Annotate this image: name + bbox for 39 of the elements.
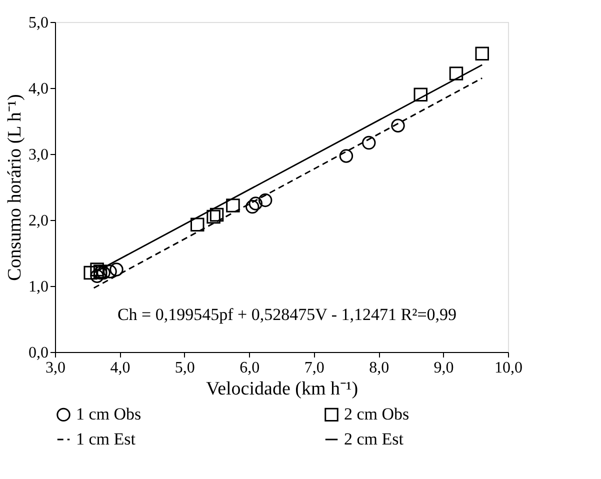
x-axis-title: Velocidade (km h⁻¹) bbox=[206, 378, 358, 400]
point bbox=[226, 198, 240, 212]
point bbox=[84, 266, 98, 280]
legend-label: 1 cm Est bbox=[76, 430, 136, 448]
y-tick-label: 1,0 bbox=[28, 278, 48, 296]
legend-label: 2 cm Est bbox=[344, 430, 404, 448]
x-tick-label: 9,0 bbox=[434, 360, 454, 376]
x-tick-label: 5,0 bbox=[174, 360, 195, 376]
x-tick-label: 3,0 bbox=[46, 360, 66, 376]
y-tick-label: 4,0 bbox=[28, 80, 48, 98]
point bbox=[210, 208, 224, 222]
point bbox=[449, 66, 464, 80]
point bbox=[90, 262, 104, 276]
x-tick-label: 10,0 bbox=[494, 360, 522, 376]
legend-label: 2 cm Obs bbox=[344, 404, 410, 424]
point bbox=[248, 196, 262, 210]
point bbox=[190, 218, 204, 232]
y-tick-label: 0,0 bbox=[28, 344, 48, 362]
point bbox=[246, 200, 260, 214]
y-tick-label: 5,0 bbox=[28, 14, 48, 32]
point bbox=[90, 269, 104, 283]
point bbox=[391, 118, 405, 132]
legend-label: 1 cm Obs bbox=[76, 404, 142, 424]
y-tick-label: 3,0 bbox=[28, 146, 48, 164]
point bbox=[258, 193, 272, 208]
point bbox=[475, 46, 489, 61]
y-tick-label: 2,0 bbox=[28, 212, 48, 230]
point bbox=[362, 136, 376, 150]
x-tick-label: 6,0 bbox=[240, 360, 260, 376]
annotation: Ch = 0,199545pf + 0,528475V - 1,12471 R²=0,99 bbox=[117, 305, 457, 324]
x-tick-label: 8,0 bbox=[369, 360, 390, 376]
y-axis-title: Consumo horário (L h⁻¹) bbox=[4, 94, 26, 281]
x-tick-label: 7,0 bbox=[304, 360, 324, 376]
x-tick-label: 4,0 bbox=[110, 360, 130, 376]
point bbox=[110, 262, 124, 276]
point bbox=[103, 264, 117, 278]
point bbox=[414, 88, 428, 102]
point bbox=[339, 149, 354, 163]
point bbox=[206, 210, 220, 224]
